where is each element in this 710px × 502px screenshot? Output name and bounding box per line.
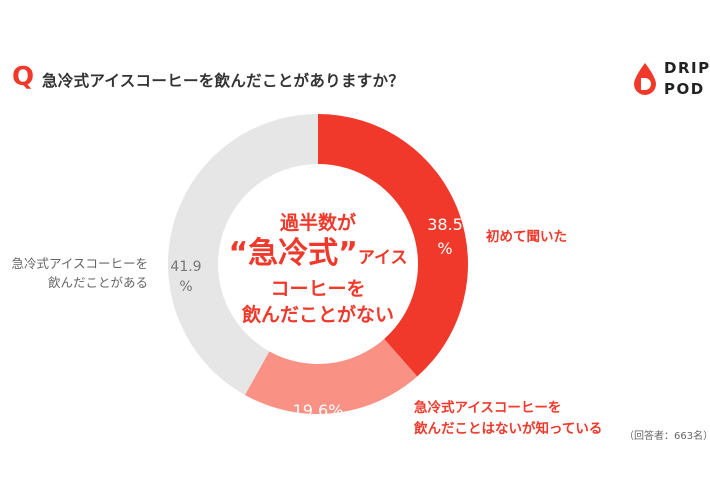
slice-label-know-not-drunk-line2: 飲んだことはないが知っている [414,421,603,437]
drop-logo-icon [634,63,656,95]
slice-know-not-drunk [244,339,418,415]
slice-label-have-drunk: 急冷式アイスコーヒーを 飲んだことがある [8,254,148,292]
center-line-4: 飲んだことがない [241,304,394,326]
center-emphasis: 急冷式 [248,236,339,271]
center-quote-open: “ [228,236,249,271]
slice-first-time [318,114,468,377]
question-text: 急冷式アイスコーヒーを飲んだことがありますか？ [42,72,405,90]
brand-name-line1: DRIP [664,59,710,77]
slice-label-know-not-drunk-line1: 急冷式アイスコーヒーを [414,400,562,416]
center-line-2: “急冷式”アイス [220,236,416,276]
value-label-first-time: 38.5 [427,215,463,234]
value-label-have-drunk: 41.9 [170,259,201,275]
value-label-first-time-unit: % [437,239,452,258]
donut-center-message: 過半数が “急冷式”アイス コーヒーを 飲んだことがない [220,210,416,328]
brand-logo: DRIP POD [632,58,710,104]
slice-label-know-not-drunk: 急冷式アイスコーヒーを 飲んだことはないが知っている [414,398,602,440]
slice-label-have-drunk-line2: 飲んだことがある [47,275,148,290]
slice-label-have-drunk-line1: 急冷式アイスコーヒーを [11,256,148,271]
slice-label-first-time-line1: 初めて聞いた [486,229,567,245]
brand-name-line2: POD [664,80,705,98]
value-label-have-drunk-unit: % [179,279,192,295]
center-quote-close: ” [338,236,358,271]
slice-label-first-time: 初めて聞いた [486,227,567,248]
respondent-count-note: （回答者：663名） [624,431,710,442]
value-label-know-not-drunk: 19.6% [293,401,344,420]
center-line-3: コーヒーを [270,278,366,300]
slice-have-drunk [167,114,318,395]
center-line-2-tail: アイス [357,248,408,268]
question-mark-q: Q [12,62,35,92]
center-line-1: 過半数が [279,212,356,234]
